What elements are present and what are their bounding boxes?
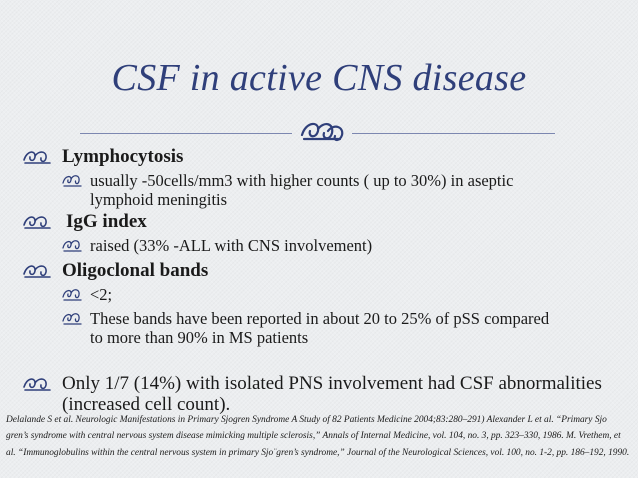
swirl-bullet-icon (23, 265, 51, 278)
bullet-label: Oligoclonal bands (62, 260, 209, 281)
swirl-bullet-icon (23, 216, 51, 229)
slide-title: CSF in active CNS disease (111, 57, 527, 99)
bullet-label: IgG index (66, 211, 147, 232)
swirl-bullet-icon (23, 151, 51, 164)
sub-bullet-text: usually -50cells/mm3 with higher counts … (90, 171, 514, 209)
sub-bullet-text: These bands have been reported in about … (90, 309, 550, 347)
references: Delalande S et al. Neurologic Manifestat… (6, 415, 630, 458)
swirl-bullet-icon (62, 289, 82, 301)
title-divider-left (80, 133, 292, 134)
swirl-bullet-icon (62, 313, 82, 325)
sub-bullet-text: raised (33% -ALL with CNS involvement) (90, 236, 373, 255)
swirl-bullet-icon (62, 240, 82, 252)
swirl-bullet-icon (62, 175, 82, 187)
title-divider-right (352, 133, 555, 134)
bullet-label: Only 1/7 (14%) with isolated PNS involve… (62, 373, 602, 415)
sub-bullet-text: <2; (90, 285, 113, 304)
swirl-ornament-icon (300, 122, 344, 142)
bullet-label: Lymphocytosis (62, 146, 184, 167)
swirl-bullet-icon (23, 378, 51, 391)
